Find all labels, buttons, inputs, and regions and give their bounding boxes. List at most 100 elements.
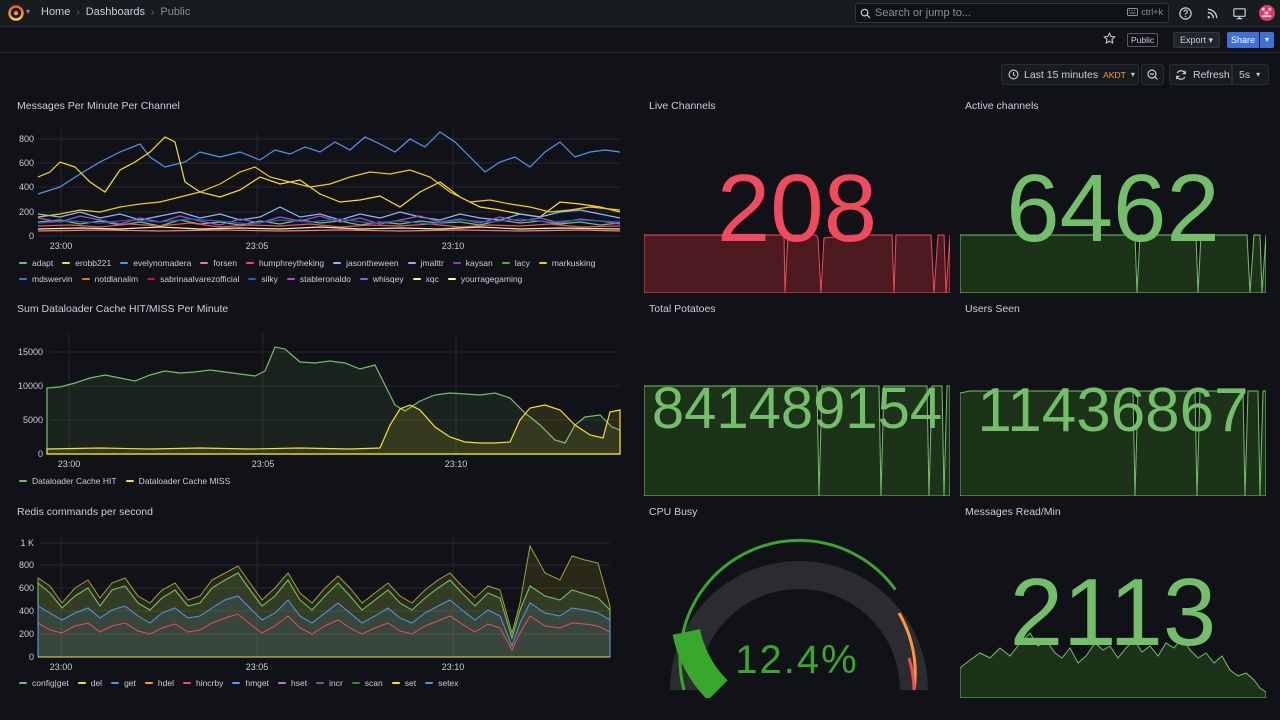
- breadcrumb-home[interactable]: Home: [41, 6, 71, 18]
- legend-item[interactable]: jmalttr: [407, 258, 444, 268]
- search-shortcut: ctrl+k: [1127, 7, 1163, 17]
- legend-label: yourragegaming: [460, 274, 523, 284]
- legend-item[interactable]: lacy: [501, 258, 530, 268]
- star-icon[interactable]: [1103, 32, 1116, 45]
- series-area-config-get: [37, 572, 611, 658]
- y-tick: 200: [19, 629, 34, 639]
- panel-cpu-busy[interactable]: CPU Busy 12.4%: [644, 506, 950, 698]
- user-avatar[interactable]: [1259, 5, 1275, 21]
- legend-item[interactable]: notdlanalim: [81, 274, 138, 284]
- timeseries-chart[interactable]: 800 600 400 200 0 23:00 23:05 23:10: [0, 122, 632, 272]
- legend-item[interactable]: hdel: [144, 678, 174, 688]
- panel-redis-commands[interactable]: Redis commands per second 1 K 800 600 40…: [0, 506, 632, 698]
- stat-value: 841489154: [651, 376, 943, 441]
- legend-item[interactable]: adapt: [19, 258, 53, 268]
- y-tick: 400: [19, 606, 34, 616]
- series-area-cache-hit: [46, 346, 621, 455]
- legend-item[interactable]: humphreytheking: [245, 258, 324, 268]
- x-tick: 23:00: [50, 662, 73, 672]
- legend-swatch: [19, 261, 27, 265]
- legend-item[interactable]: mdswervin: [19, 274, 73, 284]
- breadcrumb-current: Public: [160, 6, 191, 18]
- legend-item[interactable]: Dataloader Cache MISS: [125, 476, 230, 486]
- share-menu-chevron-icon[interactable]: ▾: [1260, 32, 1274, 48]
- legend-item[interactable]: silky: [248, 274, 278, 284]
- legend-item[interactable]: incr: [316, 678, 343, 688]
- panel-dataloader-cache[interactable]: Sum Dataloader Cache HIT/MISS Per Minute…: [0, 303, 632, 493]
- legend-item[interactable]: get: [111, 678, 136, 688]
- stat-value: 208: [716, 155, 878, 262]
- share-button[interactable]: Share: [1227, 32, 1259, 48]
- legend-item[interactable]: hmget: [232, 678, 269, 688]
- top-actions: [1178, 5, 1275, 21]
- stat-value: 11436867: [977, 376, 1249, 445]
- avatar-pattern-icon: [1259, 5, 1274, 20]
- legend-item[interactable]: whisqey: [359, 274, 404, 284]
- y-tick: 600: [19, 583, 34, 593]
- y-tick: 15000: [18, 347, 43, 357]
- panel-total-potatoes[interactable]: Total Potatoes 841489154: [644, 303, 950, 496]
- legend-item[interactable]: setex: [425, 678, 458, 688]
- export-label: Export: [1180, 35, 1207, 45]
- series-area-scan: [37, 544, 611, 658]
- search-input[interactable]: [875, 7, 1115, 19]
- legend-item[interactable]: forsen: [200, 258, 237, 268]
- legend-item[interactable]: xqc: [412, 274, 439, 284]
- legend-item[interactable]: stableronaldo: [286, 274, 351, 284]
- legend-item[interactable]: kaysan: [452, 258, 493, 268]
- legend-item[interactable]: set: [391, 678, 416, 688]
- legend-label: hincrby: [195, 678, 224, 688]
- search-box[interactable]: ctrl+k: [855, 3, 1169, 23]
- help-icon[interactable]: [1178, 6, 1193, 21]
- chevron-down-icon[interactable]: ▾: [26, 7, 31, 16]
- legend-swatch: [19, 681, 27, 685]
- panel-title: Total Potatoes: [649, 303, 716, 315]
- panel-messages-per-minute[interactable]: Messages Per Minute Per Channel 800 600 …: [0, 100, 632, 290]
- zoom-out-button[interactable]: [1141, 64, 1164, 85]
- legend-item[interactable]: evelynomadera: [120, 258, 191, 268]
- refresh-label: Refresh: [1193, 68, 1230, 81]
- kiosk-mode-icon[interactable]: [1232, 6, 1247, 21]
- legend-label: jasontheween: [346, 258, 399, 268]
- legend-item[interactable]: hincrby: [182, 678, 224, 688]
- refresh-interval-picker[interactable]: 5s ▾: [1232, 64, 1269, 85]
- timeseries-chart[interactable]: 15000 10000 5000 0 23:00 23:05 23:10: [0, 325, 632, 485]
- legend-item[interactable]: Dataloader Cache HIT: [19, 476, 117, 486]
- legend-item[interactable]: del: [77, 678, 102, 688]
- panel-active-channels[interactable]: Active channels 6462: [960, 100, 1266, 293]
- gauge-value-arc: [672, 628, 728, 698]
- refresh-button[interactable]: Refresh: [1169, 64, 1232, 85]
- panel-messages-read[interactable]: Messages Read/Min 2113: [960, 506, 1266, 698]
- legend-swatch: [77, 681, 86, 685]
- legend-item[interactable]: sabrinaalvarezofficial: [147, 274, 239, 284]
- legend-label: markusking: [551, 258, 596, 268]
- chart-legend: config|get del get hdel hincrby hmget hset incr…: [19, 678, 619, 688]
- sparkline: [960, 390, 1266, 496]
- legend-item[interactable]: config|get: [19, 678, 69, 688]
- x-tick: 23:00: [50, 241, 73, 251]
- legend-item[interactable]: hset: [278, 678, 307, 688]
- panel-live-channels[interactable]: Live Channels 208: [644, 100, 950, 293]
- legend-item[interactable]: erobb221: [62, 258, 111, 268]
- panel-title: Messages Per Minute Per Channel: [17, 100, 180, 112]
- legend-item[interactable]: markusking: [538, 258, 596, 268]
- breadcrumb-dashboards[interactable]: Dashboards: [85, 6, 146, 18]
- legend-swatch: [200, 261, 209, 265]
- legend-item[interactable]: jasontheween: [333, 258, 399, 268]
- legend-item[interactable]: yourragegaming: [447, 274, 523, 284]
- legend-swatch: [278, 681, 286, 685]
- legend-swatch: [144, 681, 153, 685]
- legend-label: kaysan: [465, 258, 493, 268]
- timeseries-chart[interactable]: 1 K 800 600 400 200 0 23:00 23:05 23:10: [0, 528, 632, 688]
- time-range-picker[interactable]: Last 15 minutes AKDT ▾: [1001, 64, 1139, 85]
- legend-item[interactable]: scan: [351, 678, 383, 688]
- shortcut-label: ctrl+k: [1141, 7, 1163, 17]
- grafana-logo-icon[interactable]: [8, 5, 24, 21]
- legend-swatch: [111, 681, 120, 685]
- legend-label: evelynomadera: [133, 258, 192, 268]
- export-button[interactable]: Export ▾: [1173, 32, 1221, 48]
- panel-users-seen[interactable]: Users Seen 11436867: [960, 303, 1266, 496]
- news-feed-icon[interactable]: [1205, 6, 1220, 21]
- series-line-adapt: [37, 219, 621, 227]
- legend-label: xqc: [425, 274, 439, 284]
